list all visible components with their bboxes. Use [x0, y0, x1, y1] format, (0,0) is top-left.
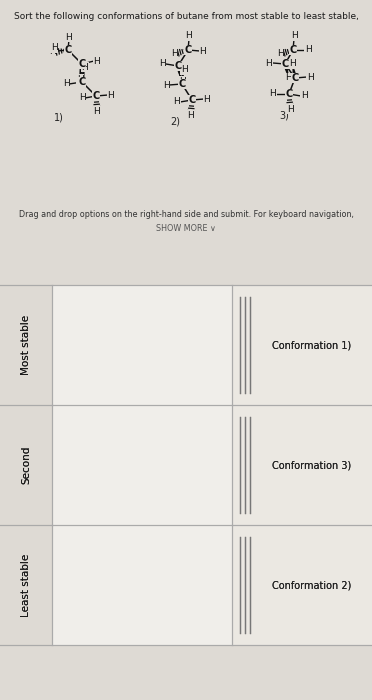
Text: H: H — [203, 94, 211, 104]
Text: Conformation 1): Conformation 1) — [272, 340, 352, 350]
Text: H: H — [200, 46, 206, 55]
Text: H: H — [81, 62, 89, 71]
Text: Least stable: Least stable — [21, 554, 31, 617]
Text: C: C — [92, 91, 100, 101]
Text: 1): 1) — [54, 112, 64, 122]
Text: H: H — [163, 80, 169, 90]
Text: H: H — [266, 59, 272, 67]
Bar — [232, 285, 372, 405]
Text: C: C — [179, 79, 186, 89]
Bar — [232, 525, 372, 645]
Text: H: H — [181, 66, 187, 74]
Text: 2): 2) — [170, 116, 180, 126]
Text: H: H — [291, 32, 297, 41]
Text: H: H — [270, 90, 276, 99]
Text: C: C — [78, 59, 86, 69]
Text: H: H — [65, 32, 73, 41]
Text: H: H — [171, 48, 177, 57]
Text: Conformation 2): Conformation 2) — [272, 580, 352, 590]
Text: Conformation 2): Conformation 2) — [272, 580, 352, 590]
Text: H: H — [289, 60, 295, 69]
Text: H: H — [305, 46, 311, 55]
Text: C: C — [64, 45, 72, 55]
Text: H: H — [179, 76, 185, 85]
Text: Conformation 3): Conformation 3) — [272, 460, 352, 470]
Bar — [52, 405, 232, 525]
Text: H: H — [49, 48, 55, 57]
Text: C: C — [78, 77, 86, 87]
Bar — [232, 405, 372, 525]
Text: C: C — [291, 73, 299, 83]
Text: Conformation 1): Conformation 1) — [272, 340, 352, 350]
Text: Second: Second — [21, 446, 31, 484]
Text: Conformation 3): Conformation 3) — [272, 460, 352, 470]
Bar — [232, 405, 372, 525]
Bar — [52, 285, 232, 405]
Text: C: C — [281, 59, 289, 69]
Text: H: H — [174, 97, 180, 106]
Text: C: C — [188, 95, 196, 105]
Text: H: H — [286, 74, 292, 83]
Text: Sort the following conformations of butane from most stable to least stable,: Sort the following conformations of buta… — [13, 12, 359, 21]
Text: H: H — [77, 74, 83, 83]
Polygon shape — [293, 67, 296, 78]
Text: H: H — [62, 80, 69, 88]
Text: 3): 3) — [279, 110, 289, 120]
Text: C: C — [285, 89, 293, 99]
Text: C: C — [289, 45, 296, 55]
Text: H: H — [158, 60, 166, 69]
Polygon shape — [80, 70, 84, 82]
Text: H: H — [307, 73, 313, 81]
Bar — [0, 285, 372, 645]
Text: SHOW MORE ∨: SHOW MORE ∨ — [156, 224, 216, 233]
Text: Least stable: Least stable — [21, 554, 31, 617]
Text: H: H — [94, 106, 100, 116]
Bar — [232, 285, 372, 405]
Text: H: H — [187, 111, 195, 120]
Polygon shape — [283, 64, 288, 75]
Text: H: H — [286, 104, 294, 113]
Polygon shape — [180, 73, 183, 84]
Text: C: C — [174, 61, 182, 71]
Text: H: H — [78, 94, 86, 102]
Text: Most stable: Most stable — [21, 315, 31, 375]
Bar — [52, 405, 232, 525]
Text: H: H — [301, 92, 307, 101]
Polygon shape — [80, 64, 83, 76]
Text: C: C — [185, 45, 192, 55]
Text: H: H — [186, 32, 192, 41]
Text: Drag and drop options on the right-hand side and submit. For keyboard navigation: Drag and drop options on the right-hand … — [19, 210, 353, 219]
Text: Second: Second — [21, 446, 31, 484]
Bar — [232, 525, 372, 645]
Text: H: H — [94, 57, 100, 66]
Bar — [52, 525, 232, 645]
Text: Most stable: Most stable — [21, 315, 31, 375]
Bar — [52, 285, 232, 405]
Bar — [52, 525, 232, 645]
Text: H: H — [277, 48, 283, 57]
Text: H: H — [51, 43, 57, 52]
Text: H: H — [108, 90, 114, 99]
Polygon shape — [177, 66, 181, 78]
